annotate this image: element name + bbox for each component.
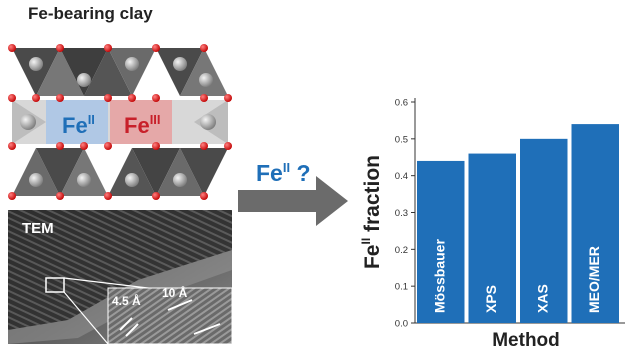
fe2-label-sup: II <box>87 112 95 127</box>
y-tick-label: 0.2 <box>395 245 408 256</box>
bar-1 <box>468 153 516 323</box>
process-arrow <box>238 176 348 226</box>
tem-label: TEM <box>22 220 54 237</box>
fe2-site-highlight <box>46 100 108 144</box>
fe3-label: FeIII <box>124 112 161 139</box>
tem-micrograph <box>8 210 232 344</box>
fe2-label-base: Fe <box>62 113 88 138</box>
fe3-label-base: Fe <box>124 113 150 138</box>
bottom-tetrahedral-layer <box>12 148 228 196</box>
bar-label-2: XAS <box>534 284 550 313</box>
top-tetrahedral-layer <box>12 48 228 96</box>
arrow-question-label: FeII ? <box>256 160 311 187</box>
arrow-label-base: Fe <box>256 160 283 186</box>
fe3-label-sup: III <box>149 112 161 127</box>
octahedral-layer <box>12 100 228 144</box>
fe2-fraction-bar-chart: 0.0 0.1 0.2 0.3 0.4 0.5 0.6 Mössbauer XPS XAS MEO/… <box>359 98 625 347</box>
scale-label-b: 10 Å <box>162 286 188 300</box>
y-tick-label: 0.0 <box>395 319 408 330</box>
y-axis-label: FeII fraction <box>359 155 384 269</box>
bar-label-1: XPS <box>483 285 499 313</box>
x-axis-label: Method <box>492 330 560 347</box>
clay-structure-illustration <box>8 44 232 200</box>
y-tick-label: 0.5 <box>395 134 408 145</box>
figure-title: Fe-bearing clay <box>28 4 153 23</box>
scale-label-a: 4.5 Å <box>112 294 141 308</box>
y-tick-label: 0.6 <box>395 98 408 109</box>
oxygen-atoms <box>8 44 232 200</box>
arrow-label-suffix: ? <box>290 160 311 186</box>
y-tick-label: 0.3 <box>395 208 408 219</box>
y-tick-label: 0.4 <box>395 171 408 182</box>
fe2-label: FeII <box>62 112 95 139</box>
bar-3 <box>571 124 619 323</box>
bar-0 <box>417 160 465 323</box>
fe3-site-highlight <box>110 100 172 144</box>
bar-label-0: Mössbauer <box>431 239 447 313</box>
bar-2 <box>520 138 568 323</box>
y-tick-label: 0.1 <box>395 282 408 293</box>
zoom-box <box>45 277 65 293</box>
bar-label-3: MEO/MER <box>586 246 602 313</box>
arrow-label-sup: II <box>282 160 291 175</box>
